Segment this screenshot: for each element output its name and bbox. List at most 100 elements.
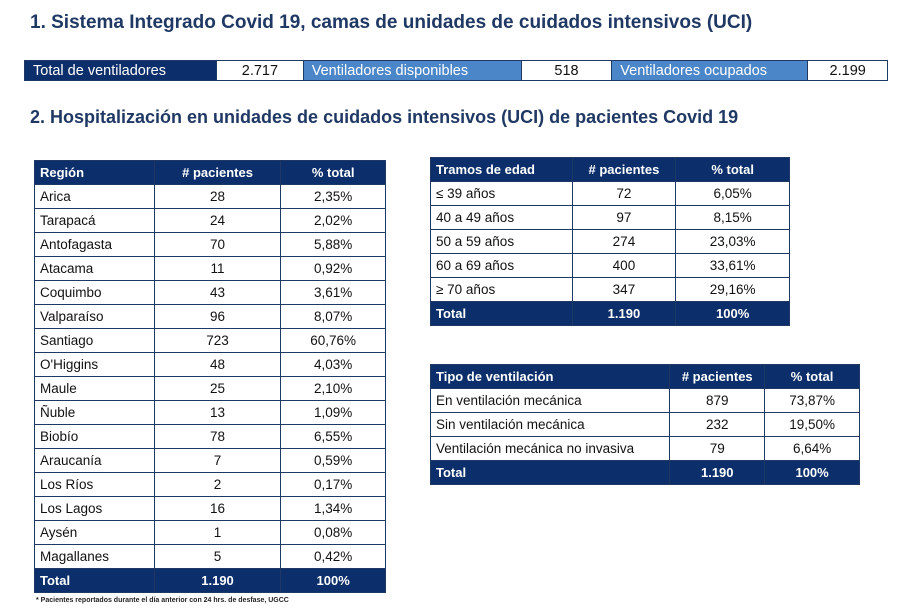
age-range-cell: ≤ 39 años (430, 181, 573, 206)
age-range-cell: 60 a 69 años (430, 253, 573, 278)
ventiladores-ocupados-value: 2.199 (807, 61, 887, 80)
percent-cell: 0,59% (280, 448, 386, 473)
percent-cell: 0,17% (280, 472, 386, 497)
pacientes-header: # pacientes (153, 160, 282, 185)
age-range-cell: 50 a 59 años (430, 229, 573, 254)
percent-cell: 0,92% (280, 256, 386, 281)
table-row: Tarapacá 24 2,02% (34, 208, 386, 233)
ventilation-table: Tipo de ventilación # pacientes % total … (429, 364, 860, 485)
table-row: Atacama 11 0,92% (34, 256, 386, 281)
total-label: Total (429, 460, 671, 485)
ventilation-type-cell: Ventilación mecánica no invasiva (429, 436, 671, 461)
total-row: Total 1.190 100% (34, 568, 386, 593)
pacientes-header: # pacientes (571, 157, 677, 182)
table-row: ≤ 39 años 72 6,05% (430, 181, 790, 206)
region-cell: Magallanes (34, 544, 155, 569)
percent-cell: 6,64% (764, 436, 860, 461)
region-cell: O'Higgins (34, 352, 155, 377)
region-cell: Atacama (34, 256, 155, 281)
table-row: Araucanía 7 0,59% (34, 448, 386, 473)
table-row: Coquimbo 43 3,61% (34, 280, 386, 305)
percent-cell: 60,76% (280, 328, 386, 353)
region-cell: Maule (34, 376, 155, 401)
table-header-row: Región # pacientes % total (34, 160, 386, 185)
table-row: Ventilación mecánica no invasiva 79 6,64% (429, 436, 860, 461)
pacientes-cell: 28 (153, 184, 282, 209)
ventiladores-ocupados-label: Ventiladores ocupados (612, 61, 808, 80)
total-pacientes: 1.190 (571, 301, 677, 326)
percent-cell: 6,55% (280, 424, 386, 449)
region-cell: Valparaíso (34, 304, 155, 329)
region-cell: Los Lagos (34, 496, 155, 521)
pacientes-cell: 2 (153, 472, 282, 497)
table-row: Valparaíso 96 8,07% (34, 304, 386, 329)
percent-cell: 2,02% (280, 208, 386, 233)
table-row: 60 a 69 años 400 33,61% (430, 253, 790, 278)
total-pacientes: 1.190 (669, 460, 766, 485)
percent-header: % total (675, 157, 790, 182)
section2-title: 2. Hospitalización en unidades de cuidad… (30, 107, 739, 127)
table-row: 50 a 59 años 274 23,03% (430, 229, 790, 254)
percent-header: % total (280, 160, 386, 185)
region-cell: Aysén (34, 520, 155, 545)
region-header: Región (34, 160, 155, 185)
percent-cell: 4,03% (280, 352, 386, 377)
total-ventiladores-label: Total de ventiladores (25, 61, 217, 80)
pacientes-cell: 347 (571, 277, 677, 302)
percent-cell: 2,35% (280, 184, 386, 209)
pacientes-cell: 7 (153, 448, 282, 473)
pacientes-cell: 79 (669, 436, 766, 461)
percent-cell: 33,61% (675, 253, 790, 278)
total-label: Total (34, 568, 155, 593)
pacientes-header: # pacientes (669, 364, 766, 389)
pacientes-cell: 232 (669, 412, 766, 437)
region-cell: Ñuble (34, 400, 155, 425)
total-percent: 100% (280, 568, 386, 593)
pacientes-cell: 72 (571, 181, 677, 206)
total-ventiladores-value: 2.717 (216, 61, 304, 80)
pacientes-cell: 5 (153, 544, 282, 569)
table-row: Santiago 723 60,76% (34, 328, 386, 353)
table-row: Sin ventilación mecánica 232 19,50% (429, 412, 860, 437)
percent-cell: 2,10% (280, 376, 386, 401)
percent-header: % total (764, 364, 860, 389)
percent-cell: 6,05% (675, 181, 790, 206)
table-row: Antofagasta 70 5,88% (34, 232, 386, 257)
percent-cell: 1,09% (280, 400, 386, 425)
percent-cell: 8,07% (280, 304, 386, 329)
region-cell: Tarapacá (34, 208, 155, 233)
percent-cell: 3,61% (280, 280, 386, 305)
table-header-row: Tipo de ventilación # pacientes % total (429, 364, 860, 389)
table-row: ≥ 70 años 347 29,16% (430, 277, 790, 302)
ventilator-summary-bar: Total de ventiladores 2.717 Ventiladores… (24, 60, 888, 81)
percent-cell: 1,34% (280, 496, 386, 521)
ventilation-type-cell: Sin ventilación mecánica (429, 412, 671, 437)
pacientes-cell: 78 (153, 424, 282, 449)
region-cell: Arica (34, 184, 155, 209)
region-cell: Araucanía (34, 448, 155, 473)
region-table: Región # pacientes % total Arica 28 2,35% T… (34, 160, 386, 593)
region-cell: Coquimbo (34, 280, 155, 305)
percent-cell: 8,15% (675, 205, 790, 230)
table-row: Arica 28 2,35% (34, 184, 386, 209)
ventilation-type-cell: En ventilación mecánica (429, 388, 671, 413)
ventilation-header: Tipo de ventilación (429, 364, 671, 389)
region-cell: Antofagasta (34, 232, 155, 257)
pacientes-cell: 879 (669, 388, 766, 413)
table-row: Biobío 78 6,55% (34, 424, 386, 449)
pacientes-cell: 400 (571, 253, 677, 278)
pacientes-cell: 43 (153, 280, 282, 305)
pacientes-cell: 97 (571, 205, 677, 230)
region-cell: Santiago (34, 328, 155, 353)
pacientes-cell: 16 (153, 496, 282, 521)
age-header: Tramos de edad (430, 157, 573, 182)
age-range-cell: ≥ 70 años (430, 277, 573, 302)
table-row: En ventilación mecánica 879 73,87% (429, 388, 860, 413)
pacientes-cell: 48 (153, 352, 282, 377)
pacientes-cell: 723 (153, 328, 282, 353)
total-percent: 100% (764, 460, 860, 485)
table-row: Magallanes 5 0,42% (34, 544, 386, 569)
region-cell: Los Ríos (34, 472, 155, 497)
percent-cell: 73,87% (764, 388, 860, 413)
total-percent: 100% (675, 301, 790, 326)
